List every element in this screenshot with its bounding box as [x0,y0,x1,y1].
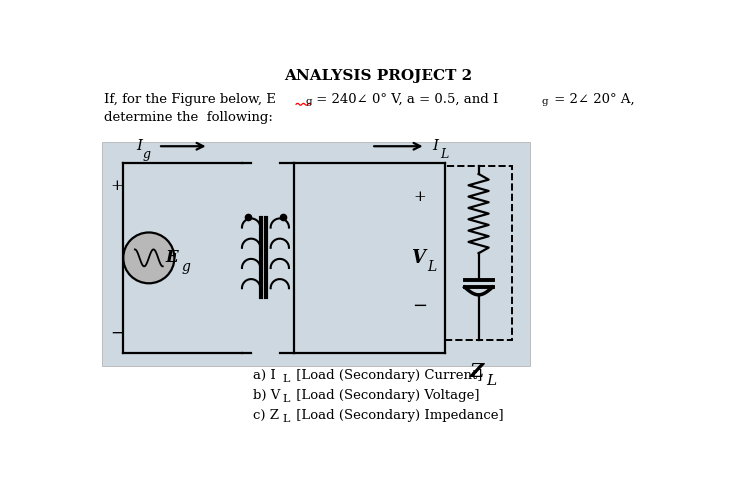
Text: a) I: a) I [253,368,276,381]
Text: [Load (Secondary) Voltage]: [Load (Secondary) Voltage] [292,388,480,401]
Text: −: − [110,324,124,341]
Text: Z: Z [470,362,484,380]
Text: L: L [282,374,289,384]
Bar [103,142,530,366]
Text: L: L [282,394,289,404]
Text: E: E [166,248,179,265]
Text: b) V: b) V [253,388,281,401]
Text: ANALYSIS PROJECT 2: ANALYSIS PROJECT 2 [284,69,472,83]
Text: L: L [282,413,289,424]
Text: [Load (Secondary) Impedance]: [Load (Secondary) Impedance] [292,408,504,421]
Text: If, for the Figure below, E: If, for the Figure below, E [104,92,276,105]
Text: g: g [182,259,190,273]
Text: L: L [440,147,448,161]
Text: determine the  following:: determine the following: [104,110,273,123]
Text: [Load (Secondary) Current]: [Load (Secondary) Current] [292,368,483,381]
Bar [445,167,512,341]
Circle shape [123,233,174,284]
Text: = 240∠ 0° V, a = 0.5, and I: = 240∠ 0° V, a = 0.5, and I [312,92,499,105]
Text: −: − [412,296,427,314]
Text: L: L [486,373,497,387]
Text: I: I [136,139,142,153]
Text: +: + [111,179,123,192]
Text: I: I [432,139,438,153]
Text: = 2∠ 20° A,: = 2∠ 20° A, [550,92,634,105]
Text: c) Z: c) Z [253,408,280,421]
Text: g: g [306,97,312,105]
Text: g: g [142,147,151,161]
Text: g: g [542,97,548,105]
Text: L: L [427,260,436,274]
Text: +: + [413,189,426,203]
Text: V: V [411,248,425,266]
